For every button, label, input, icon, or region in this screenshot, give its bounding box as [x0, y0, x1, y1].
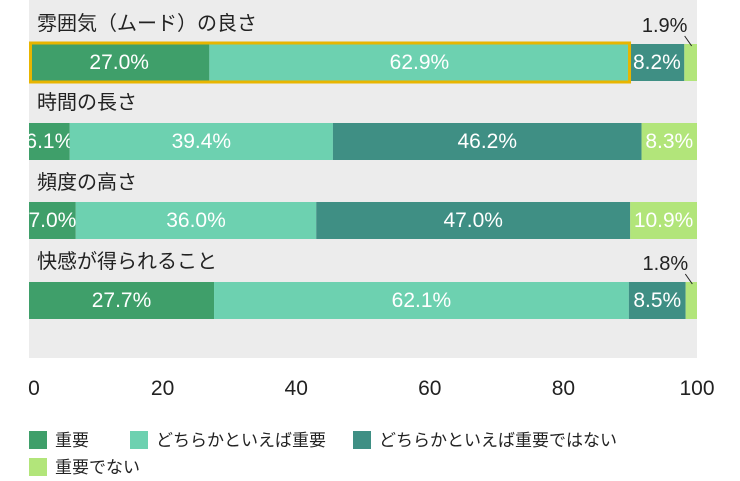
- bar-segment-row-2-s3: [332, 123, 642, 160]
- leader-line-row-4: [684, 273, 693, 285]
- bar-segment-row-3-s1: [29, 202, 76, 239]
- bar-segment-row-2-s2: [69, 123, 333, 160]
- x-tick-label: 20: [151, 377, 174, 400]
- bar-segment-row-1-s4: [684, 44, 697, 81]
- data-label-row-4-s4: 1.8%: [643, 253, 689, 275]
- bar-segment-row-1-s2: [209, 44, 630, 81]
- legend-swatch-s1: [29, 431, 47, 449]
- data-label-row-1-s2: 62.9%: [390, 51, 450, 74]
- data-label-row-3-s4: 10.9%: [634, 209, 694, 232]
- bar-segment-row-4-s4: [685, 282, 697, 319]
- x-tick-label: 100: [679, 377, 714, 400]
- x-tick-label: 80: [552, 377, 575, 400]
- legend-swatch-s2: [130, 431, 148, 449]
- x-tick-label: 0: [28, 377, 40, 400]
- data-label-row-3-s3: 47.0%: [443, 209, 503, 232]
- bar-segment-row-1-s3: [629, 44, 685, 81]
- leader-line-row-1: [684, 35, 693, 47]
- bar-segment-row-2-s4: [641, 123, 697, 160]
- legend-swatch-s4: [29, 458, 47, 476]
- data-label-row-4-s1: 27.7%: [92, 289, 152, 312]
- bar-segment-row-2-s1: [29, 123, 70, 160]
- highlight-frame: [29, 41, 632, 84]
- data-label-row-4-s3: 8.5%: [633, 289, 681, 312]
- data-label-row-2-s1: 6.1%: [25, 130, 73, 153]
- data-label-row-3-s1: 7.0%: [28, 209, 76, 232]
- legend-label-s4: 重要でない: [55, 458, 140, 478]
- category-label-row-1: 雰囲気（ムード）の良さ: [37, 11, 257, 35]
- data-label-row-1-s1: 27.0%: [89, 51, 149, 74]
- category-label-row-4: 快感が得られること: [37, 249, 217, 273]
- legend-label-s3: どちらかといえば重要ではない: [379, 431, 617, 451]
- bar-segment-row-1-s1: [29, 44, 210, 81]
- data-label-row-1-s4: 1.9%: [642, 15, 688, 37]
- data-label-row-3-s2: 36.0%: [166, 209, 226, 232]
- legend-label-s1: 重要: [55, 431, 89, 451]
- category-label-row-2: 時間の長さ: [37, 90, 137, 114]
- bar-segment-row-4-s3: [628, 282, 686, 319]
- bar-segment-row-4-s2: [214, 282, 629, 319]
- category-label-row-3: 頻度の高さ: [37, 170, 137, 194]
- bar-segment-row-4-s1: [29, 282, 215, 319]
- data-label-row-4-s2: 62.1%: [392, 289, 452, 312]
- bar-segment-row-3-s2: [75, 202, 317, 239]
- x-tick-label: 60: [418, 377, 441, 400]
- legend-swatch-s3: [353, 431, 371, 449]
- data-label-row-2-s4: 8.3%: [645, 130, 693, 153]
- bar-segment-row-3-s4: [630, 202, 697, 239]
- bar-segment-row-3-s3: [316, 202, 631, 239]
- data-label-row-2-s3: 46.2%: [457, 130, 517, 153]
- x-tick-label: 40: [285, 377, 308, 400]
- data-label-row-1-s3: 8.2%: [633, 51, 681, 74]
- data-label-row-2-s2: 39.4%: [172, 130, 232, 153]
- legend-label-s2: どちらかといえば重要: [156, 431, 326, 451]
